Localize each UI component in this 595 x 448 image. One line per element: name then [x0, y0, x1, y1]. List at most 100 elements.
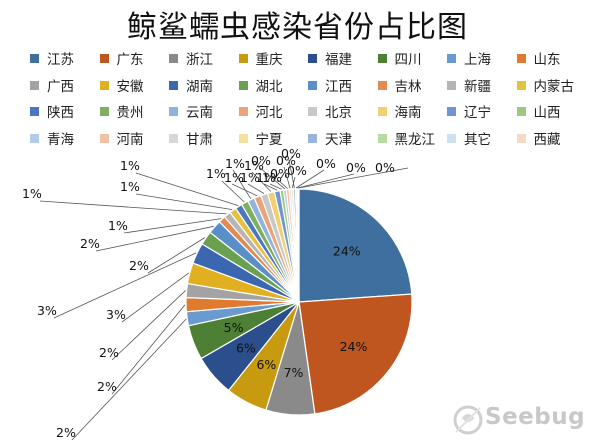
legend-label: 广东: [116, 52, 144, 68]
data-label: 6%: [256, 357, 276, 372]
data-label: 24%: [340, 339, 368, 354]
pie-slice: [297, 188, 300, 303]
data-label: 0%: [346, 160, 366, 175]
legend-label: 河南: [116, 131, 144, 148]
leader-line: [53, 252, 197, 319]
legend-item: 湖南: [169, 79, 213, 95]
data-label: 1%: [108, 218, 128, 233]
leader-line: [135, 172, 239, 206]
legend-swatch: [30, 133, 39, 143]
legend-item: 重庆: [238, 52, 283, 68]
data-label: 1%: [206, 166, 226, 181]
legend-label: 浙江: [186, 52, 213, 68]
legend-label: 湖南: [186, 78, 213, 95]
leader-line: [277, 179, 288, 189]
leader-line: [258, 166, 286, 190]
legend-item: 吉林: [377, 78, 422, 95]
data-label: 0%: [281, 146, 301, 161]
legend-item: 青海: [30, 132, 74, 148]
leader-line: [123, 218, 222, 234]
legend-item: 内蒙古: [516, 78, 575, 95]
legend-label: 陕西: [47, 105, 74, 121]
legend-swatch: [238, 54, 248, 63]
legend-swatch: [99, 54, 109, 63]
legend-item: 山西: [516, 105, 561, 121]
legend-swatch: [238, 80, 248, 90]
legend-label: 新疆: [464, 78, 491, 95]
legend-swatch: [169, 107, 178, 116]
legend-label: 江苏: [47, 52, 74, 68]
legend-item: 河南: [99, 131, 144, 148]
pie-slice: [298, 188, 413, 303]
legend-label: 山西: [533, 105, 561, 121]
data-label: 1%: [256, 170, 276, 185]
data-label: 3%: [37, 303, 57, 318]
legend-item: 宁夏: [238, 132, 283, 148]
legend-label: 云南: [186, 105, 213, 121]
legend-label: 甘肃: [186, 131, 213, 148]
leader-line: [147, 237, 206, 274]
data-label: 5%: [224, 320, 244, 335]
leader-line: [288, 159, 295, 189]
data-label: 1%: [225, 156, 245, 171]
legend-label: 青海: [47, 131, 74, 148]
legend-swatch: [516, 107, 526, 116]
leader-line: [111, 290, 186, 361]
leader-line: [283, 166, 291, 189]
pie-slice: [298, 293, 413, 415]
leader-line: [295, 169, 325, 189]
data-label: 2%: [99, 345, 119, 360]
legend-label: 贵州: [116, 105, 144, 121]
legend-item: 辽宁: [447, 105, 491, 121]
data-label: 7%: [284, 365, 304, 380]
data-label: 0%: [276, 153, 296, 168]
legend-label: 其它: [464, 131, 491, 148]
legend-item: 甘肃: [169, 132, 213, 148]
legend-swatch: [308, 133, 317, 143]
legend-item: 四川: [377, 52, 422, 68]
legend-item: 江苏: [30, 52, 74, 68]
legend-label: 内蒙古: [533, 78, 575, 95]
legend-swatch: [516, 133, 526, 143]
legend-label: 辽宁: [464, 105, 491, 121]
legend-swatch: [99, 133, 109, 143]
legend-swatch: [377, 80, 387, 90]
legend-item: 天津: [308, 132, 352, 148]
legend-swatch: [447, 80, 456, 90]
leader-line: [251, 171, 272, 192]
legend-label: 天津: [325, 131, 352, 148]
data-label: 1%: [244, 158, 264, 173]
legend-swatch: [447, 107, 456, 116]
legend-item: 黑龙江: [377, 132, 435, 148]
legend-swatch: [377, 133, 387, 143]
legend-swatch: [516, 54, 526, 63]
data-label: 6%: [236, 341, 256, 356]
leader-line: [39, 200, 227, 215]
data-label: 2%: [97, 379, 117, 394]
legend-item: 贵州: [99, 105, 144, 121]
legend-item: 河北: [238, 105, 283, 121]
legend-swatch: [30, 80, 39, 90]
legend-label: 江西: [325, 78, 352, 95]
chart-title: 鲸鲨蠕虫感染省份占比图: [127, 10, 468, 45]
leader-line: [298, 167, 409, 189]
legend-swatch: [169, 80, 178, 90]
legend-item: 海南: [377, 105, 422, 121]
legend-swatch: [169, 54, 178, 63]
legend-swatch: [308, 107, 317, 116]
legend-swatch: [377, 107, 387, 116]
legend-label: 上海: [464, 52, 491, 68]
legend-swatch: [169, 133, 178, 143]
legend-label: 河北: [255, 105, 283, 121]
legend-label: 吉林: [394, 78, 422, 95]
leader-line: [269, 183, 282, 190]
legend-label: 湖北: [255, 78, 283, 95]
leader-line: [232, 169, 252, 199]
legend-item: 新疆: [447, 79, 491, 95]
data-label: 1%: [22, 186, 42, 201]
leader-line: [263, 183, 278, 191]
leader-line: [121, 272, 190, 323]
legend-item: 上海: [447, 52, 491, 68]
